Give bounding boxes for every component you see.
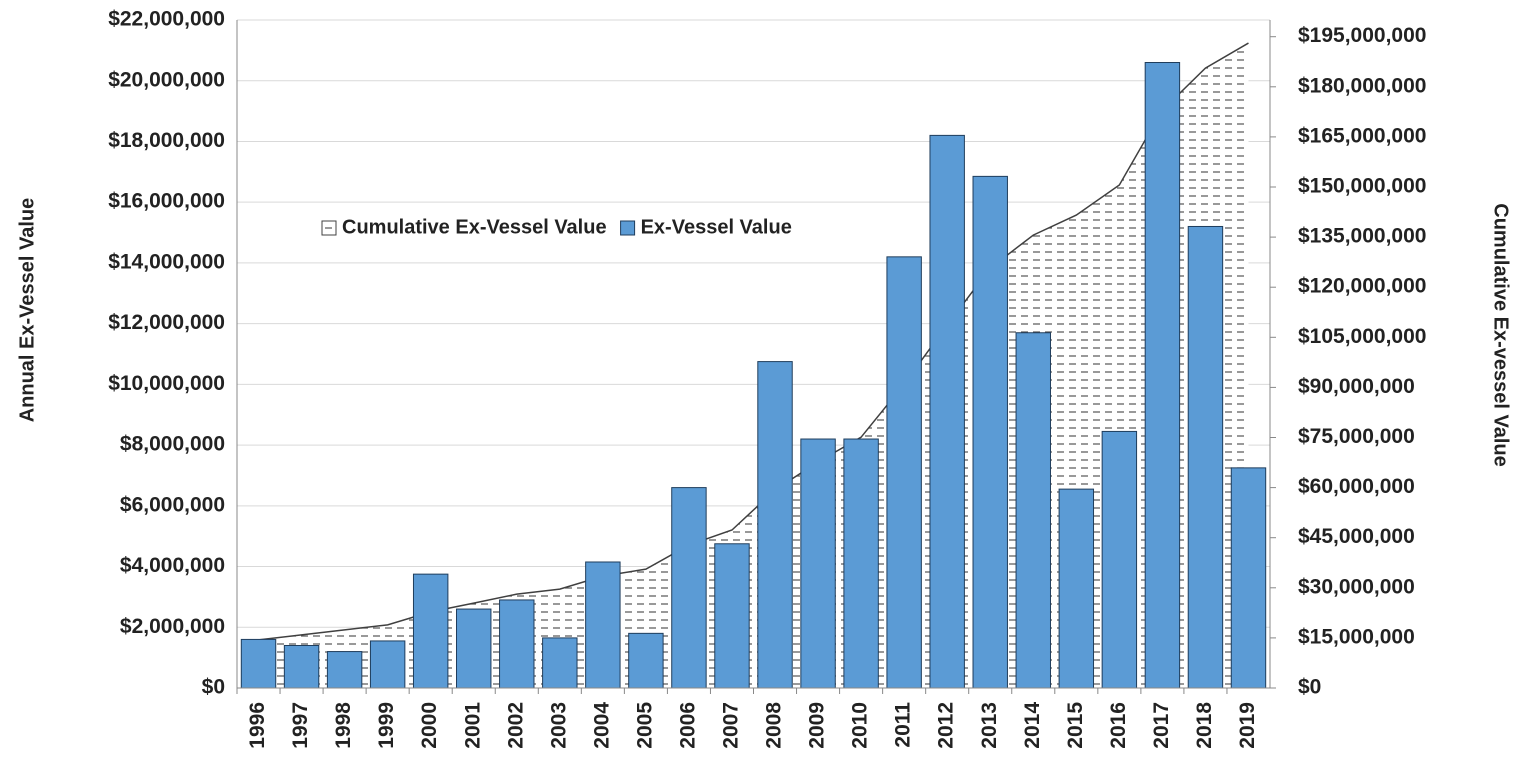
y-tick-label: $22,000,000	[108, 8, 225, 31]
bar	[1101, 430, 1138, 689]
x-tick-label: 2018	[1193, 702, 1216, 749]
y2-tick-label: $195,000,000	[1298, 24, 1426, 47]
y-tick-label: $8,000,000	[120, 433, 225, 456]
x-tick-label: 2004	[590, 702, 613, 749]
y2-tick-label: $30,000,000	[1298, 575, 1415, 598]
y-axis-title: Annual Ex-Vessel Value	[16, 198, 38, 423]
y-tick-label: $12,000,000	[108, 311, 225, 334]
bar	[886, 256, 922, 689]
bar	[585, 561, 621, 689]
y-tick-label: $20,000,000	[108, 68, 225, 91]
bar	[671, 487, 707, 689]
x-tick-label: 2019	[1236, 702, 1259, 749]
y-tick-label: $18,000,000	[108, 129, 225, 152]
bar	[412, 573, 449, 689]
y-tick-label: $0	[202, 676, 225, 699]
y-tick-label: $6,000,000	[120, 493, 225, 516]
x-tick-label: 2011	[892, 702, 915, 748]
bar	[1187, 225, 1224, 689]
area	[258, 43, 1249, 688]
bar	[369, 640, 406, 689]
y-tick-label: $2,000,000	[120, 615, 225, 638]
bar	[1015, 332, 1051, 689]
y2-tick-label: $45,000,000	[1298, 525, 1415, 548]
legend-swatch	[620, 220, 636, 236]
bar	[714, 543, 750, 689]
y-tick-label: $10,000,000	[108, 372, 225, 395]
bar	[843, 438, 879, 689]
bar	[1144, 62, 1181, 689]
bar	[456, 608, 492, 689]
y2-tick-label: $90,000,000	[1298, 375, 1415, 398]
x-tick-label: 2001	[461, 702, 484, 749]
bar	[542, 637, 578, 689]
bar	[628, 632, 664, 689]
bar	[800, 438, 836, 689]
x-tick-label: 2014	[1021, 702, 1044, 749]
y2-tick-label: $75,000,000	[1298, 425, 1415, 448]
y2-tick-label: $180,000,000	[1298, 74, 1426, 97]
x-tick-label: 2005	[633, 702, 656, 749]
x-tick-label: 2009	[806, 702, 829, 749]
x-tick-label: 1997	[289, 702, 312, 749]
x-tick-label: 2013	[978, 702, 1001, 749]
x-tick-label: 2010	[849, 702, 872, 749]
x-tick-label: 2003	[547, 702, 570, 749]
legend-swatch	[321, 220, 337, 236]
x-tick-label: 1999	[375, 702, 398, 749]
y2-tick-label: $120,000,000	[1298, 275, 1426, 298]
bar	[1058, 488, 1095, 689]
y2-tick-label: $0	[1298, 676, 1321, 699]
bar	[283, 644, 320, 689]
bar	[326, 651, 363, 689]
x-tick-label: 2002	[504, 702, 527, 749]
x-tick-label: 2012	[935, 702, 958, 749]
legend-label: Cumulative Ex-Vessel Value	[342, 216, 607, 238]
y2-axis-title: Cumulative Ex-vessel Value	[1490, 203, 1512, 466]
x-tick-label: 1996	[246, 702, 269, 749]
y-tick-label: $4,000,000	[120, 554, 225, 577]
x-tick-label: 2007	[720, 702, 743, 749]
x-tick-label: 2016	[1107, 702, 1130, 749]
y2-tick-label: $15,000,000	[1298, 625, 1415, 648]
y2-tick-label: $105,000,000	[1298, 325, 1426, 348]
x-tick-label: 2015	[1064, 702, 1087, 749]
y2-tick-label: $135,000,000	[1298, 225, 1426, 248]
y2-tick-label: $150,000,000	[1298, 175, 1426, 198]
x-tick-label: 2017	[1150, 702, 1173, 749]
y2-tick-label: $165,000,000	[1298, 124, 1426, 147]
bar	[757, 361, 793, 689]
bar	[499, 599, 535, 689]
x-tick-label: 2006	[676, 702, 699, 749]
legend-label: Ex-Vessel Value	[641, 216, 792, 238]
x-tick-label: 2008	[763, 702, 786, 749]
bar	[1230, 467, 1267, 689]
x-tick-label: 1998	[332, 702, 355, 749]
bar	[972, 175, 1008, 689]
y-tick-label: $16,000,000	[108, 190, 225, 213]
y2-tick-label: $60,000,000	[1298, 475, 1415, 498]
bar	[929, 134, 965, 689]
x-tick-label: 2000	[418, 702, 441, 749]
bar	[240, 638, 277, 689]
y-tick-label: $14,000,000	[108, 250, 225, 273]
